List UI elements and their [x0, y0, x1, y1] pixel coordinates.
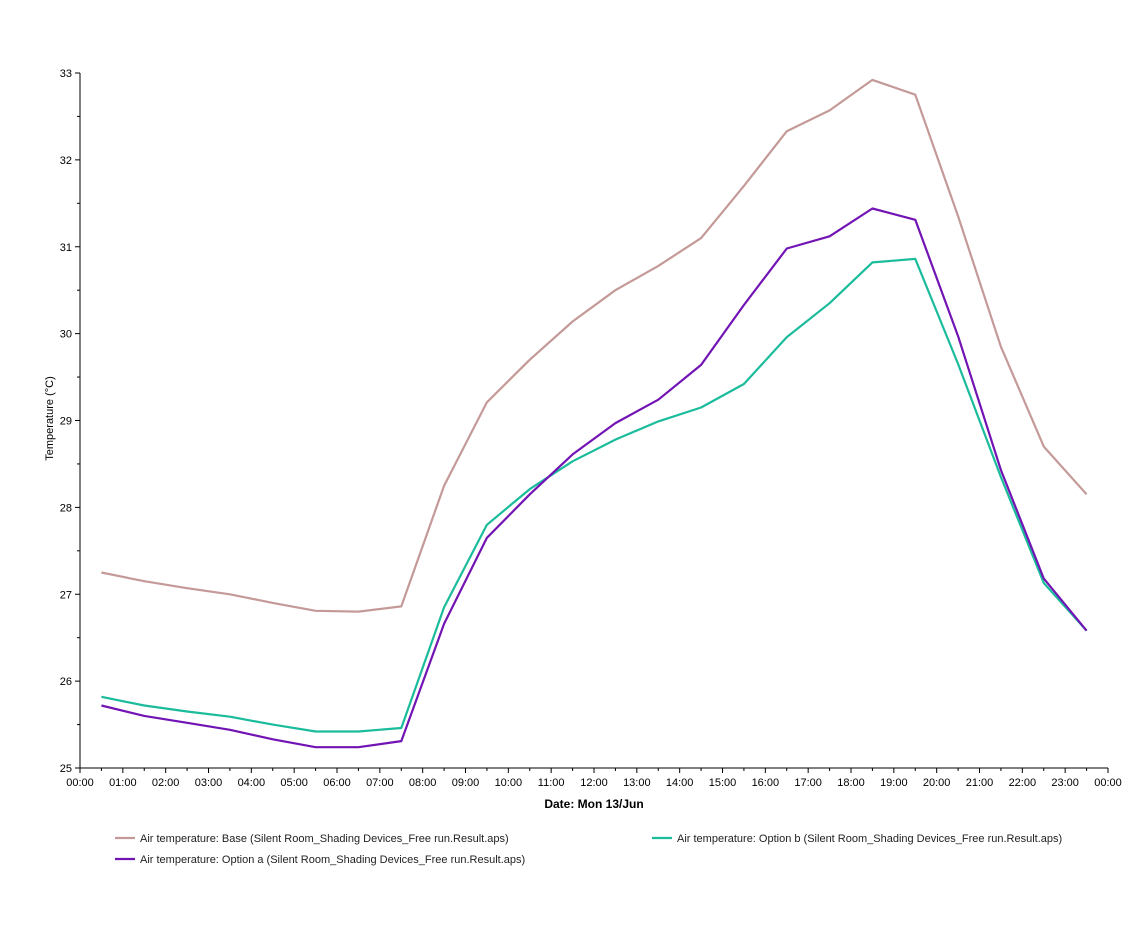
x-tick-label: 18:00	[837, 777, 865, 789]
x-tick-label: 09:00	[452, 777, 480, 789]
y-tick-label: 31	[60, 242, 72, 254]
series-line-0	[101, 78, 1088, 613]
x-tick-label: 04:00	[238, 777, 266, 789]
x-tick-label: 07:00	[366, 777, 394, 789]
x-axis-title: Date: Mon 13/Jun	[544, 797, 643, 811]
series-line-2	[101, 207, 1088, 749]
x-tick-label: 06:00	[323, 777, 351, 789]
x-tick-label: 10:00	[495, 777, 523, 789]
x-tick-label: 00:00	[66, 777, 94, 789]
x-tick-label: 13:00	[623, 777, 651, 789]
x-tick-label: 05:00	[280, 777, 308, 789]
x-tick-label: 16:00	[752, 777, 780, 789]
y-tick-label: 26	[60, 676, 72, 688]
axes: 25 26 27 28 29 30 31 32 33 00:00 01:00 02:00 03:00 04…	[60, 68, 1122, 789]
x-tick-label: 20:00	[923, 777, 951, 789]
x-tick-label: 17:00	[794, 777, 822, 789]
y-tick-label: 33	[60, 68, 72, 80]
y-tick-label: 25	[60, 763, 72, 775]
legend-label-0: Air temperature: Base (Silent Room_Shadi…	[140, 833, 509, 845]
y-tick-label: 29	[60, 416, 72, 428]
series-lines	[101, 78, 1088, 749]
x-tick-label: 01:00	[109, 777, 137, 789]
x-tick-label: 22:00	[1009, 777, 1037, 789]
series-line-1	[101, 257, 1088, 733]
x-tick-label: 12:00	[580, 777, 608, 789]
x-tick-label: 11:00	[538, 777, 565, 789]
x-tick-label: 08:00	[409, 777, 437, 789]
x-tick-label: 03:00	[195, 777, 223, 789]
y-tick-label: 32	[60, 155, 72, 167]
y-tick-label: 28	[60, 502, 72, 514]
x-tick-label: 00:00	[1094, 777, 1122, 789]
y-axis-title: Temperature (°C)	[44, 376, 56, 460]
y-tick-label: 30	[60, 329, 72, 341]
legend-label-2: Air temperature: Option a (Silent Room_S…	[140, 854, 525, 866]
x-tick-label: 19:00	[880, 777, 908, 789]
x-tick-label: 15:00	[709, 777, 737, 789]
legend: Air temperature: Base (Silent Room_Shadi…	[115, 833, 1062, 866]
x-tick-label: 14:00	[666, 777, 694, 789]
legend-label-1: Air temperature: Option b (Silent Room_S…	[677, 833, 1062, 845]
x-tick-label: 02:00	[152, 777, 180, 789]
x-tick-label: 21:00	[966, 777, 994, 789]
x-tick-label: 23:00	[1051, 777, 1079, 789]
y-tick-label: 27	[60, 589, 72, 601]
